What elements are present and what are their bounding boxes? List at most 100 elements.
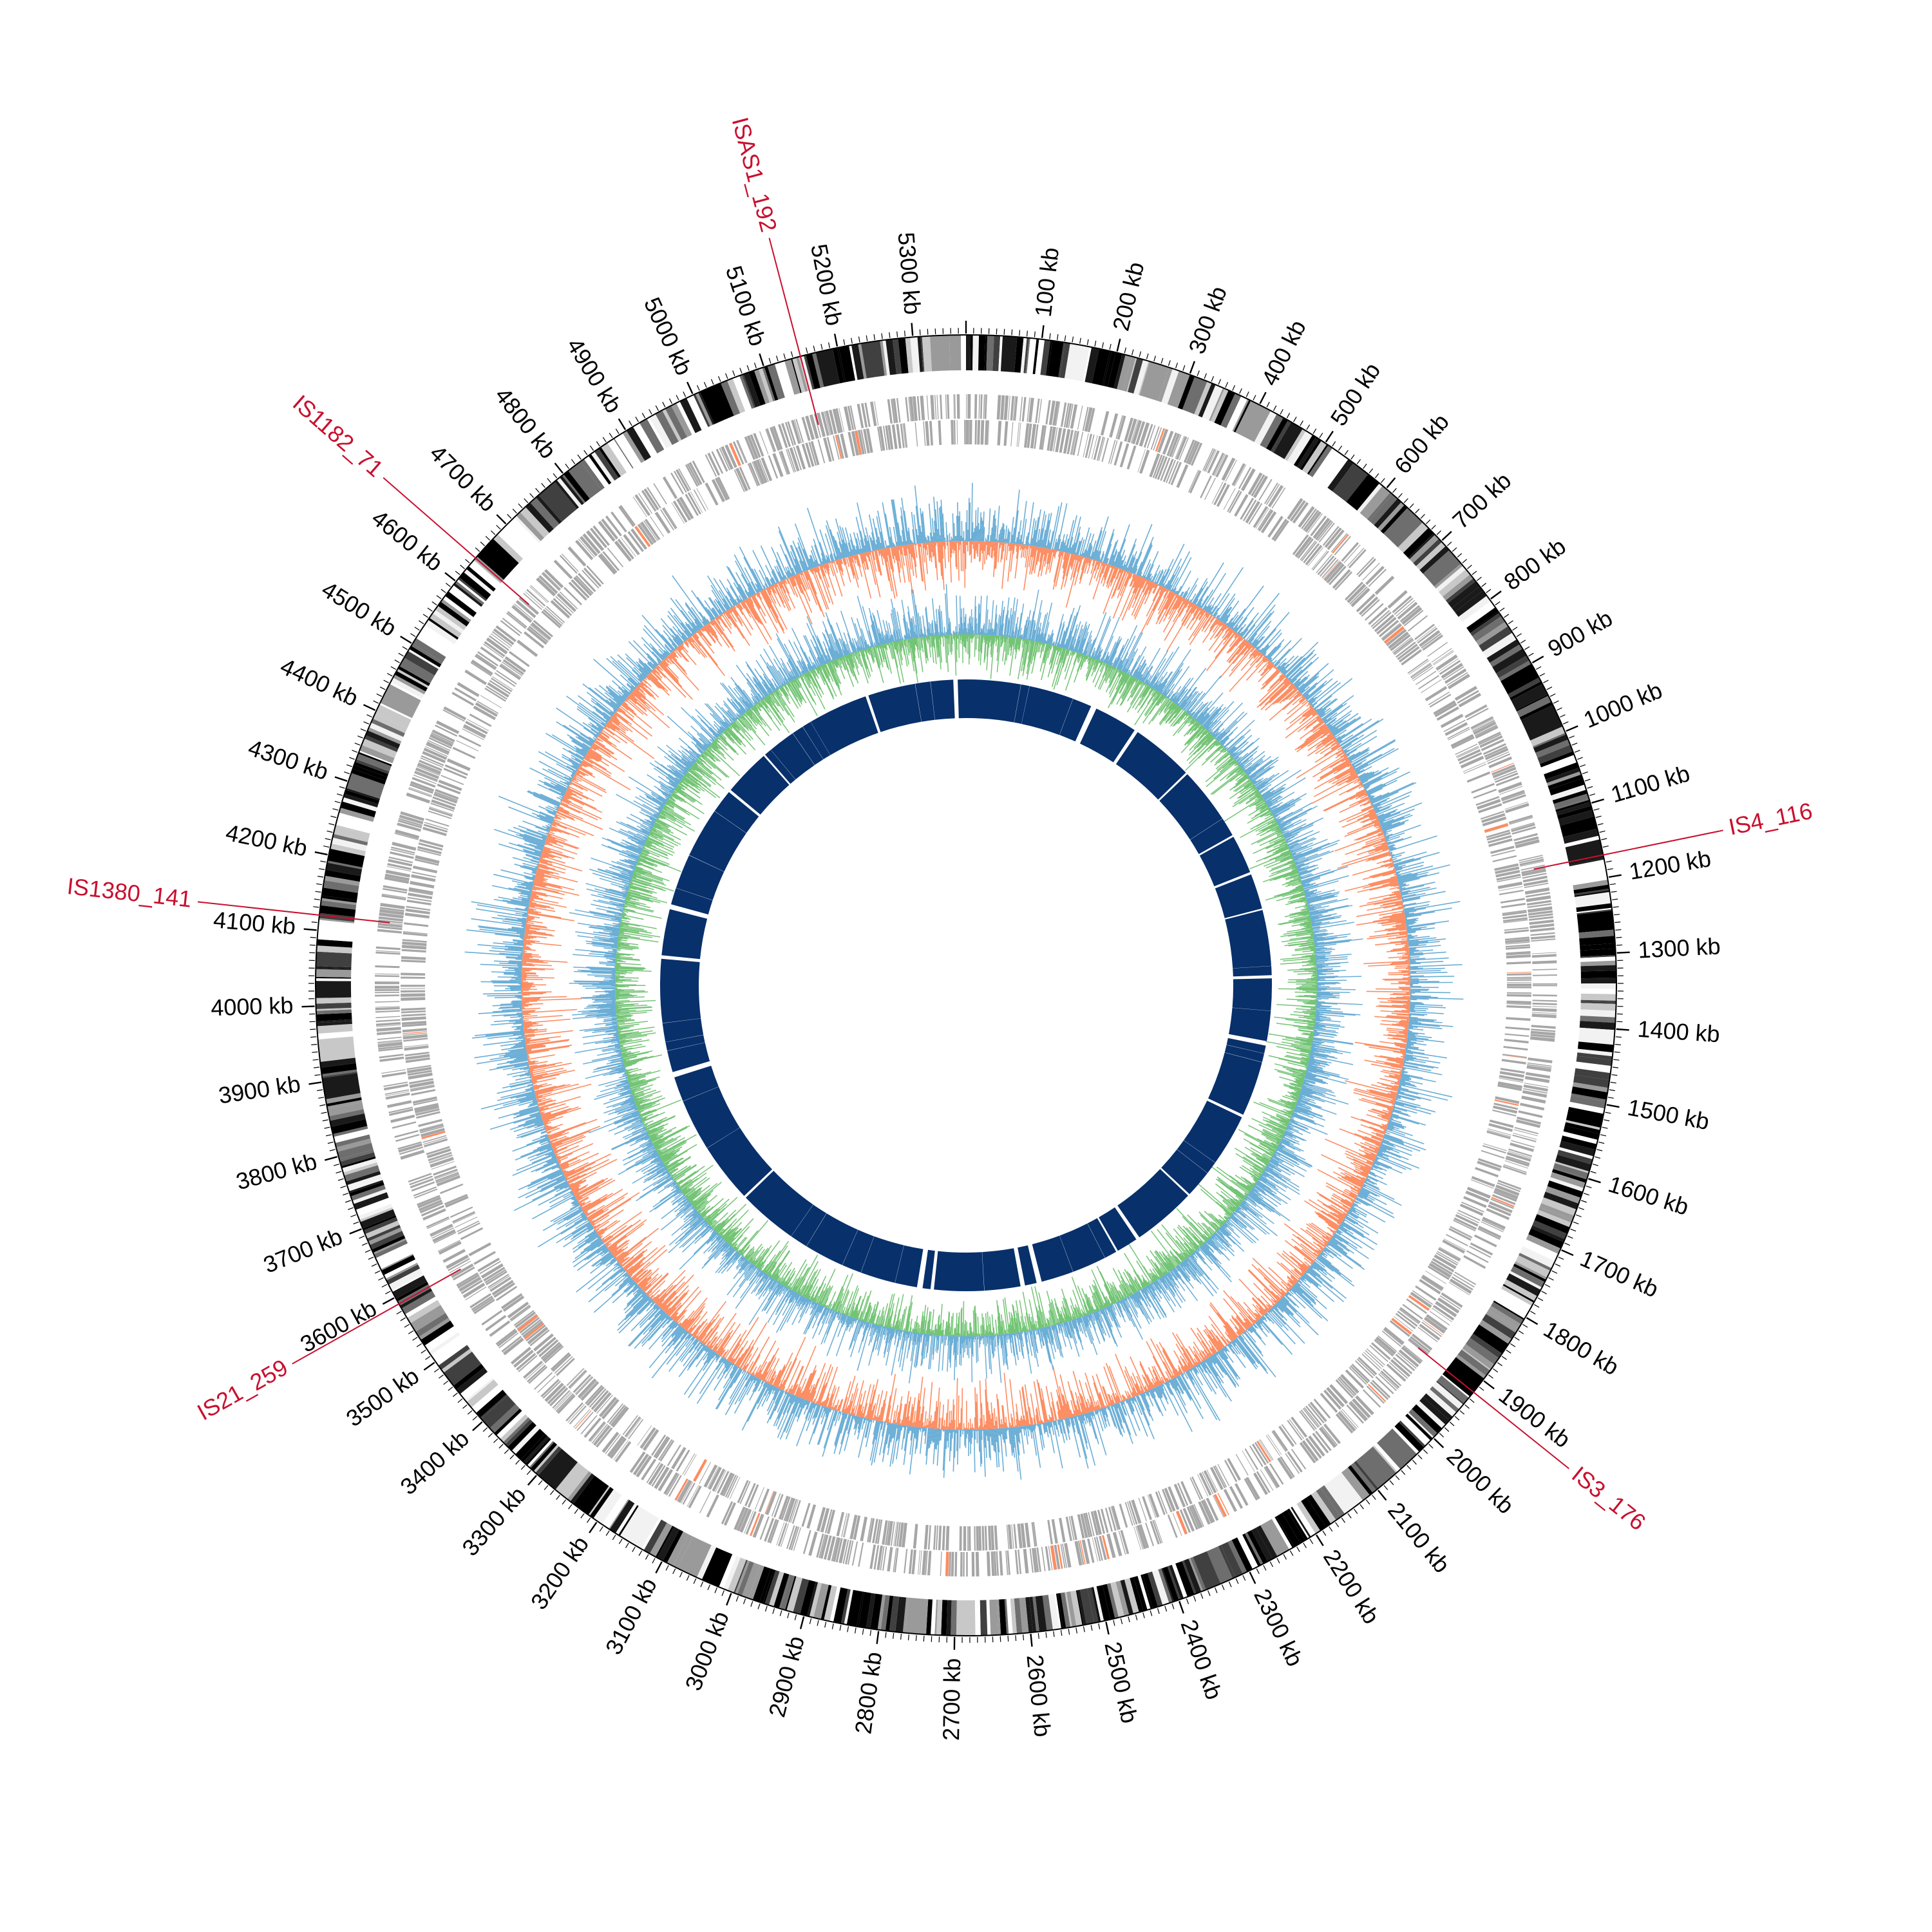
genome-band-segment xyxy=(626,1510,659,1549)
genome-band-segment xyxy=(468,560,501,589)
gene-feature xyxy=(1522,875,1548,883)
skew-negative-mark xyxy=(1009,543,1012,551)
skew-negative-mark xyxy=(1338,1224,1340,1226)
gene-feature xyxy=(531,622,552,640)
genome-band-segment xyxy=(1551,1169,1587,1183)
skew-positive-mark xyxy=(1028,542,1030,546)
gene-feature xyxy=(544,1383,564,1403)
gene-feature xyxy=(1332,569,1351,589)
skew-positive-mark xyxy=(1067,515,1077,553)
gene-feature xyxy=(507,611,527,628)
genome-band-segment xyxy=(324,875,360,886)
gene-feature xyxy=(1421,1274,1444,1291)
gene-feature xyxy=(419,838,444,848)
genome-band-segment xyxy=(1487,1309,1519,1331)
gene-feature xyxy=(682,1482,696,1505)
genome-band-segment xyxy=(870,1593,883,1630)
gene-feature xyxy=(1410,1291,1432,1309)
skew-positive-mark xyxy=(1043,520,1050,548)
skew-negative-mark xyxy=(1402,1053,1405,1056)
gene-feature xyxy=(1530,935,1555,940)
genome-band-segment xyxy=(1455,1354,1486,1379)
genome-band-segment xyxy=(1486,1311,1518,1333)
gene-feature xyxy=(1139,1524,1150,1549)
gene-feature xyxy=(1486,751,1510,762)
gene-feature xyxy=(1506,992,1531,994)
genome-band-segment xyxy=(1220,1542,1243,1578)
gene-feature xyxy=(526,627,547,645)
genome-band-segment xyxy=(438,1345,470,1370)
skew-positive-mark xyxy=(981,520,983,542)
genome-band-segment xyxy=(336,1138,372,1152)
gene-feature xyxy=(1531,938,1556,942)
gene-feature xyxy=(401,993,426,997)
gene-feature xyxy=(923,1524,929,1549)
genome-band-segment xyxy=(1517,696,1551,717)
gene-feature xyxy=(1473,1234,1497,1247)
genome-band-segment xyxy=(1301,1497,1327,1531)
gene-feature xyxy=(781,422,791,448)
gene-feature xyxy=(450,1206,473,1218)
skew-negative-mark xyxy=(999,542,1001,548)
genome-band-segment xyxy=(1503,1279,1538,1302)
skew-positive-mark xyxy=(996,506,1000,542)
gene-feature xyxy=(1454,686,1477,701)
gene-feature xyxy=(746,435,759,459)
genome-band-segment xyxy=(1559,1141,1596,1157)
gene-feature xyxy=(1070,430,1076,455)
gene-feature xyxy=(1484,746,1508,758)
gene-feature xyxy=(509,650,530,667)
gene-feature xyxy=(379,909,404,916)
skew-positive-mark xyxy=(999,527,1003,543)
gene-feature xyxy=(1299,1442,1316,1464)
gene-feature xyxy=(1352,1398,1371,1419)
genome-band-segment xyxy=(1274,1516,1294,1548)
gene-feature xyxy=(471,1295,493,1311)
genome-band-segment xyxy=(1167,1566,1181,1600)
gene-feature xyxy=(433,793,458,804)
gene-feature xyxy=(404,1044,429,1048)
gene-feature xyxy=(1459,752,1482,764)
gene-feature xyxy=(417,1195,440,1206)
gene-feature xyxy=(787,448,797,473)
skew-negative-mark xyxy=(1016,544,1019,559)
genome-band-segment xyxy=(316,1002,352,1009)
gene-feature xyxy=(648,1463,664,1486)
skew-negative-mark xyxy=(1378,1146,1380,1148)
gene-feature xyxy=(1347,583,1367,603)
gene-feature xyxy=(1108,439,1116,464)
gene-feature xyxy=(679,497,694,520)
gene-feature xyxy=(1094,1537,1101,1562)
gene-feature xyxy=(1003,395,1009,421)
gene-feature xyxy=(864,402,871,428)
gene-feature xyxy=(401,1013,426,1017)
gene-feature xyxy=(1124,1502,1133,1526)
gene-feature xyxy=(605,1434,621,1454)
gene-feature xyxy=(544,607,564,625)
gene-feature xyxy=(502,618,522,634)
skew-negative-mark xyxy=(1030,546,1037,574)
gene-feature xyxy=(685,493,699,516)
gene-feature xyxy=(1356,556,1374,576)
skew-positive-mark xyxy=(1358,1194,1394,1215)
gene-feature xyxy=(1264,1465,1280,1488)
gene-feature xyxy=(882,1520,888,1545)
gene-feature xyxy=(795,445,806,469)
gene-feature xyxy=(1447,726,1470,739)
genome-band-segment xyxy=(1457,1349,1490,1376)
gene-feature xyxy=(676,1479,690,1502)
gene-feature xyxy=(1478,1158,1502,1168)
skew-negative-mark xyxy=(1028,545,1033,567)
genome-band-segment xyxy=(315,981,352,998)
gene-feature-track xyxy=(374,393,1558,1577)
skew-positive-mark xyxy=(1236,632,1238,634)
gene-feature xyxy=(1511,826,1536,835)
genome-band-segment xyxy=(1565,839,1604,866)
gene-feature xyxy=(1459,1204,1484,1217)
genome-band-segment xyxy=(1509,1272,1542,1290)
genome-band-segment xyxy=(793,1578,810,1615)
gene-feature xyxy=(974,420,977,445)
genome-band-segment xyxy=(1107,352,1122,388)
gene-feature xyxy=(936,1525,938,1550)
gene-feature xyxy=(536,577,556,597)
